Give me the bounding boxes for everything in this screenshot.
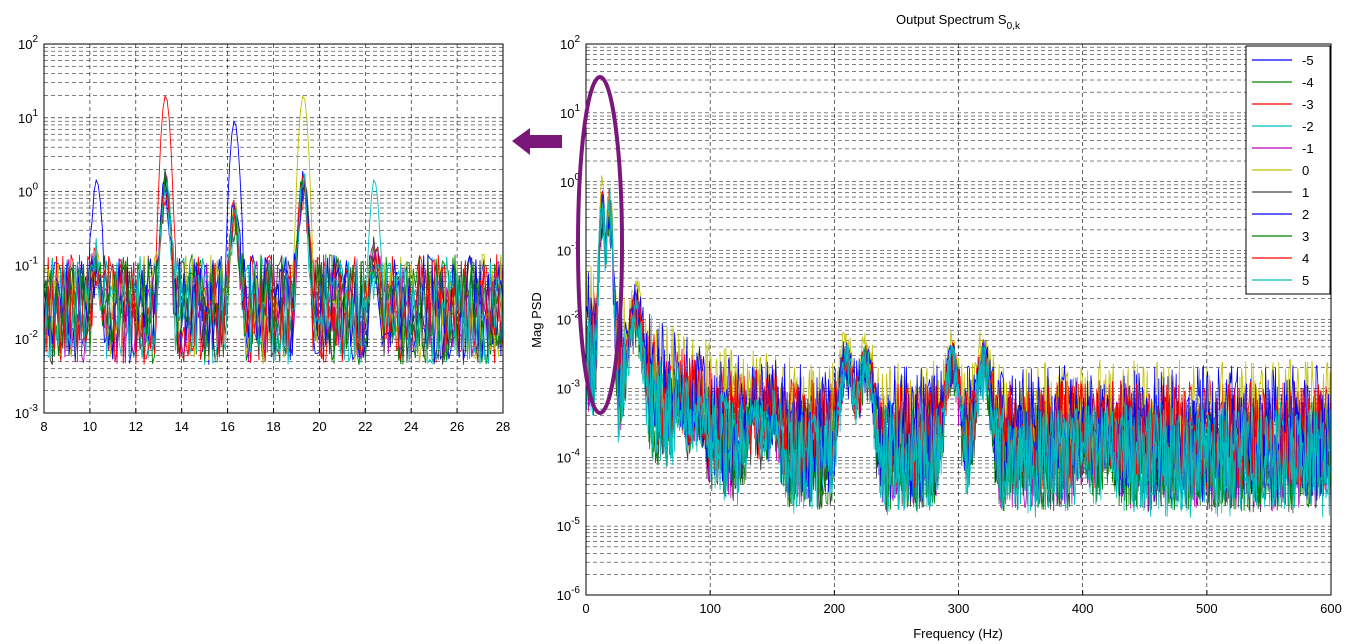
x-tick-label: 300	[948, 601, 970, 616]
y-tick-base: 10	[557, 450, 571, 465]
x-tick-label: 20	[312, 419, 326, 434]
series-line-5	[585, 201, 1332, 511]
x-tick-label: 10	[83, 419, 97, 434]
y-tick-label: 10-4	[557, 447, 581, 465]
main-chart: Output Spectrum S0,k 0 100 200 300 400 500 600…	[529, 12, 1342, 641]
main-chart-frame	[585, 43, 1332, 596]
y-tick-base: 10	[557, 313, 571, 328]
legend-entry: -5	[1302, 53, 1314, 68]
zoom-series-line	[43, 178, 504, 364]
y-tick-label: 10-1	[15, 255, 39, 273]
legend-entry: -3	[1302, 97, 1314, 112]
y-tick-label: 10-2	[15, 329, 39, 347]
y-tick-exponent: 1	[32, 108, 38, 119]
x-tick-label: 24	[404, 419, 418, 434]
main-chart-series	[585, 175, 1332, 518]
zoom-series-line	[43, 174, 504, 366]
y-tick-label: 10-5	[557, 516, 581, 534]
y-tick-base: 10	[18, 37, 32, 52]
legend-entry: -4	[1302, 75, 1314, 90]
y-tick-label: 102	[18, 34, 38, 52]
zoom-chart: 8 10 12 14 16 18 20 22 24 26 28 10-310-210-1100101…	[15, 34, 511, 434]
x-tick-label: 16	[220, 419, 234, 434]
y-tick-base: 10	[15, 406, 29, 421]
main-chart-x-axis-label: Frequency (Hz)	[913, 626, 1003, 641]
y-tick-base: 10	[560, 37, 574, 52]
legend-entry: 3	[1302, 229, 1309, 244]
x-tick-label: 400	[1072, 601, 1094, 616]
zoom-chart-x-ticks: 8 10 12 14 16 18 20 22 24 26 28	[40, 419, 510, 434]
y-tick-exponent: 0	[574, 172, 580, 183]
main-chart-x-ticks: 0 100 200 300 400 500 600	[582, 601, 1341, 616]
zoom-arrow-icon	[512, 128, 562, 155]
series-line-4	[585, 198, 1332, 490]
legend-entry: 2	[1302, 207, 1309, 222]
x-tick-label: 18	[266, 419, 280, 434]
y-tick-label: 10-3	[557, 378, 581, 396]
y-tick-base: 10	[18, 111, 32, 126]
x-tick-label: 100	[699, 601, 721, 616]
x-tick-label: 600	[1320, 601, 1342, 616]
y-tick-exponent: -2	[571, 310, 580, 321]
zoom-chart-grid	[43, 44, 504, 413]
zoom-chart-frame	[43, 43, 504, 414]
y-tick-base: 10	[557, 588, 571, 603]
y-tick-label: 10-3	[15, 403, 39, 421]
legend-entry: 5	[1302, 273, 1309, 288]
y-tick-label: 102	[560, 34, 580, 52]
main-chart-title-subscript: 0,k	[1007, 21, 1021, 32]
x-tick-label: 22	[358, 419, 372, 434]
y-tick-base: 10	[557, 381, 571, 396]
zoom-chart-series	[43, 95, 504, 366]
y-tick-label: 10-2	[557, 310, 581, 328]
main-chart-y-axis-label: Mag PSD	[529, 292, 544, 348]
y-tick-label: 10-1	[557, 241, 581, 259]
x-tick-label: 14	[174, 419, 188, 434]
x-tick-label: 500	[1196, 601, 1218, 616]
highlight-ellipse	[576, 75, 624, 415]
main-chart-grid	[585, 44, 1332, 595]
y-tick-exponent: 0	[32, 182, 38, 193]
y-tick-label: 100	[18, 182, 38, 200]
x-tick-label: 26	[450, 419, 464, 434]
y-tick-exponent: 1	[574, 103, 580, 114]
main-chart-legend: -5 -4 -3 -2 -1 0 1 2 3 4 5	[1245, 45, 1331, 295]
y-tick-base: 10	[560, 175, 574, 190]
y-tick-exponent: 2	[32, 34, 38, 45]
y-tick-base: 10	[15, 258, 29, 273]
zoom-series-line	[43, 174, 504, 365]
legend-entry: 1	[1302, 185, 1309, 200]
y-tick-base: 10	[15, 332, 29, 347]
y-tick-label: 101	[18, 108, 38, 126]
y-tick-exponent: -1	[571, 241, 580, 252]
y-tick-base: 10	[557, 519, 571, 534]
y-tick-label: 10-6	[557, 585, 581, 603]
legend-entry: 0	[1302, 163, 1309, 178]
x-tick-label: 200	[823, 601, 845, 616]
x-tick-label: 12	[129, 419, 143, 434]
legend-entry: -1	[1302, 141, 1314, 156]
legend-entry: -2	[1302, 119, 1314, 134]
x-tick-label: 28	[496, 419, 510, 434]
x-tick-label: 8	[40, 419, 47, 434]
y-tick-exponent: -4	[571, 447, 580, 458]
y-tick-base: 10	[18, 185, 32, 200]
y-tick-exponent: -3	[29, 403, 38, 414]
y-tick-base: 10	[560, 106, 574, 121]
y-tick-exponent: -3	[571, 378, 580, 389]
y-tick-exponent: -5	[571, 516, 580, 527]
y-tick-exponent: -6	[571, 585, 580, 596]
y-tick-exponent: -1	[29, 255, 38, 266]
y-tick-exponent: 2	[574, 34, 580, 45]
legend-entry: 4	[1302, 251, 1309, 266]
y-tick-exponent: -2	[29, 329, 38, 340]
y-tick-label: 101	[560, 103, 580, 121]
y-tick-label: 100	[560, 172, 580, 190]
main-chart-title: Output Spectrum S0,k	[896, 12, 1021, 32]
x-tick-label: 0	[582, 601, 589, 616]
y-tick-base: 10	[557, 244, 571, 259]
